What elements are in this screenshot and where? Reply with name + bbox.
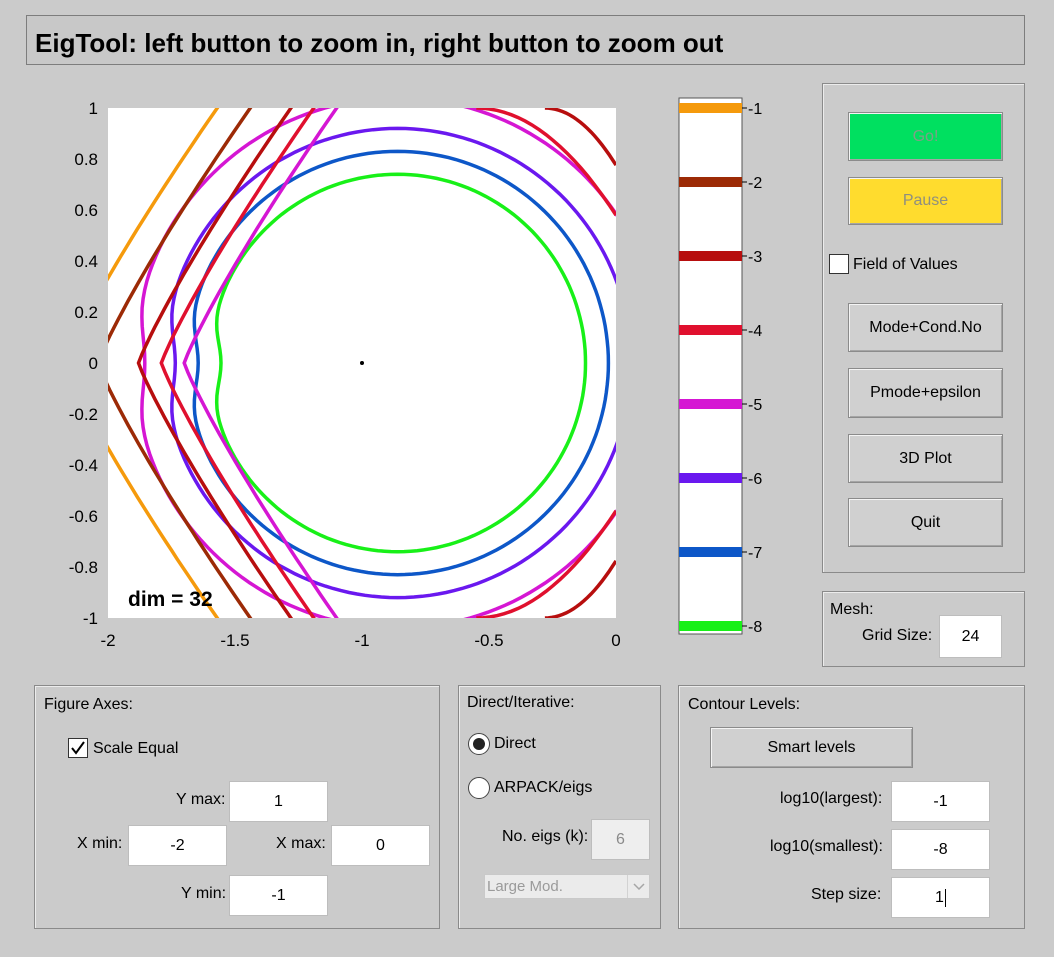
- x-axis-ticks: -2 -1.5 -1 -0.5 0: [100, 631, 620, 650]
- xmin-label: X min:: [77, 835, 123, 852]
- scale-equal-checkbox[interactable]: [68, 738, 88, 758]
- field-of-values-label: Field of Values: [853, 256, 958, 273]
- quit-button[interactable]: Quit: [848, 498, 1003, 547]
- mode-cond-button[interactable]: Mode+Cond.No: [848, 303, 1003, 352]
- colorbar-band: [679, 325, 742, 335]
- colorbar-band: [679, 547, 742, 557]
- direct-label: Direct: [494, 735, 536, 752]
- x-tick-label: -1: [354, 631, 369, 650]
- y-tick-label: 0.2: [74, 303, 98, 322]
- contour-line: [214, 172, 588, 554]
- contour-line: [182, 108, 339, 618]
- pause-button[interactable]: Pause: [848, 177, 1003, 225]
- contour-lines: [108, 108, 616, 618]
- contour-line: [170, 126, 616, 600]
- y-tick-label: 0.4: [74, 252, 98, 271]
- grid-size-label: Grid Size:: [862, 627, 933, 644]
- step-size-input[interactable]: 1: [891, 877, 990, 918]
- field-of-values-checkbox[interactable]: [829, 254, 849, 274]
- mesh-title: Mesh:: [830, 601, 874, 618]
- contour-line: [108, 108, 253, 618]
- colorbar-tick-label: -1: [748, 101, 762, 118]
- ymax-label: Y max:: [176, 791, 226, 808]
- chevron-down-icon[interactable]: [627, 875, 649, 898]
- colorbar-band: [679, 621, 742, 631]
- largest-input[interactable]: -1: [891, 781, 990, 822]
- contour-line: [108, 108, 220, 618]
- which-eigs-value: Large Mod.: [487, 878, 563, 895]
- colorbar-tick-label: -5: [748, 397, 762, 414]
- contour-line: [192, 149, 611, 577]
- colorbar-tick-label: -4: [748, 323, 762, 340]
- xmax-input[interactable]: 0: [331, 825, 430, 866]
- colorbar-band: [679, 177, 742, 187]
- y-tick-label: -0.2: [69, 405, 98, 424]
- ymin-label: Y min:: [181, 885, 227, 902]
- contour-line: [159, 108, 316, 618]
- title-bar: EigTool: left button to zoom in, right b…: [26, 15, 1025, 65]
- y-tick-label: 0.6: [74, 201, 98, 220]
- xmax-label: X max:: [276, 835, 326, 852]
- scale-equal-label: Scale Equal: [93, 740, 179, 757]
- colorbar-band: [679, 473, 742, 483]
- colorbar-band: [679, 399, 742, 409]
- xmin-input[interactable]: -2: [128, 825, 227, 866]
- contour-line: [544, 559, 616, 618]
- pseudospectra-plot[interactable]: -2 -1.5 -1 -0.5 0 1 0.8 0.6 0.4 0.2 0 -0.2 -0.4 -0.6…: [60, 92, 640, 662]
- x-tick-label: 0: [611, 631, 620, 650]
- ymax-input[interactable]: 1: [229, 781, 328, 822]
- colorbar-tick-label: -6: [748, 471, 762, 488]
- contour-line: [136, 108, 294, 618]
- neigs-input[interactable]: 6: [591, 819, 650, 860]
- colorbar-tick-label: -8: [748, 619, 762, 636]
- figure-axes-title: Figure Axes:: [44, 696, 133, 713]
- pmode-epsilon-button[interactable]: Pmode+epsilon: [848, 368, 1003, 418]
- y-tick-label: -0.8: [69, 558, 98, 577]
- contour-line: [544, 108, 616, 167]
- which-eigs-select[interactable]: Large Mod.: [484, 874, 650, 899]
- arpack-label: ARPACK/eigs: [494, 779, 593, 796]
- y-tick-label: 0: [89, 354, 98, 373]
- direct-radio[interactable]: [468, 733, 490, 755]
- neigs-label: No. eigs (k):: [502, 828, 589, 845]
- eigenvalue-marker: [360, 361, 364, 365]
- smallest-label: log10(smallest):: [770, 838, 883, 855]
- colorbar-tick-label: -3: [748, 249, 762, 266]
- smart-levels-button[interactable]: Smart levels: [710, 727, 913, 768]
- x-tick-label: -0.5: [474, 631, 503, 650]
- checkmark-icon: [71, 741, 85, 755]
- go-button[interactable]: Go!: [848, 112, 1003, 161]
- ymin-input[interactable]: -1: [229, 875, 328, 916]
- text-cursor: [944, 888, 946, 907]
- dim-annotation: dim = 32: [128, 588, 213, 611]
- contour-line: [140, 108, 616, 618]
- step-size-value: 1: [935, 888, 944, 906]
- step-size-label: Step size:: [811, 886, 882, 903]
- colorbar-tick-label: -7: [748, 545, 762, 562]
- smallest-input[interactable]: -8: [891, 829, 990, 870]
- colorbar-band: [679, 103, 742, 113]
- y-axis-ticks: 1 0.8 0.6 0.4 0.2 0 -0.2 -0.4 -0.6 -0.8 -1: [69, 99, 98, 628]
- direct-iterative-title: Direct/Iterative:: [467, 694, 575, 711]
- contour-line: [476, 108, 616, 217]
- colorbar-band: [679, 251, 742, 261]
- contour-line: [476, 509, 616, 618]
- y-tick-label: 1: [89, 99, 98, 118]
- largest-label: log10(largest):: [780, 790, 883, 807]
- colorbar: -1 -2 -3 -4 -5 -6 -7 -8: [678, 97, 762, 636]
- window-title: EigTool: left button to zoom in, right b…: [35, 28, 724, 58]
- arpack-radio[interactable]: [468, 777, 490, 799]
- 3d-plot-button[interactable]: 3D Plot: [848, 434, 1003, 483]
- colorbar-tick-label: -2: [748, 175, 762, 192]
- grid-size-input[interactable]: 24: [939, 615, 1002, 658]
- contour-levels-title: Contour Levels:: [688, 696, 801, 713]
- y-tick-label: -0.6: [69, 507, 98, 526]
- y-tick-label: -1: [83, 609, 98, 628]
- x-tick-label: -2: [100, 631, 115, 650]
- y-tick-label: -0.4: [69, 456, 98, 475]
- x-tick-label: -1.5: [220, 631, 249, 650]
- y-tick-label: 0.8: [74, 150, 98, 169]
